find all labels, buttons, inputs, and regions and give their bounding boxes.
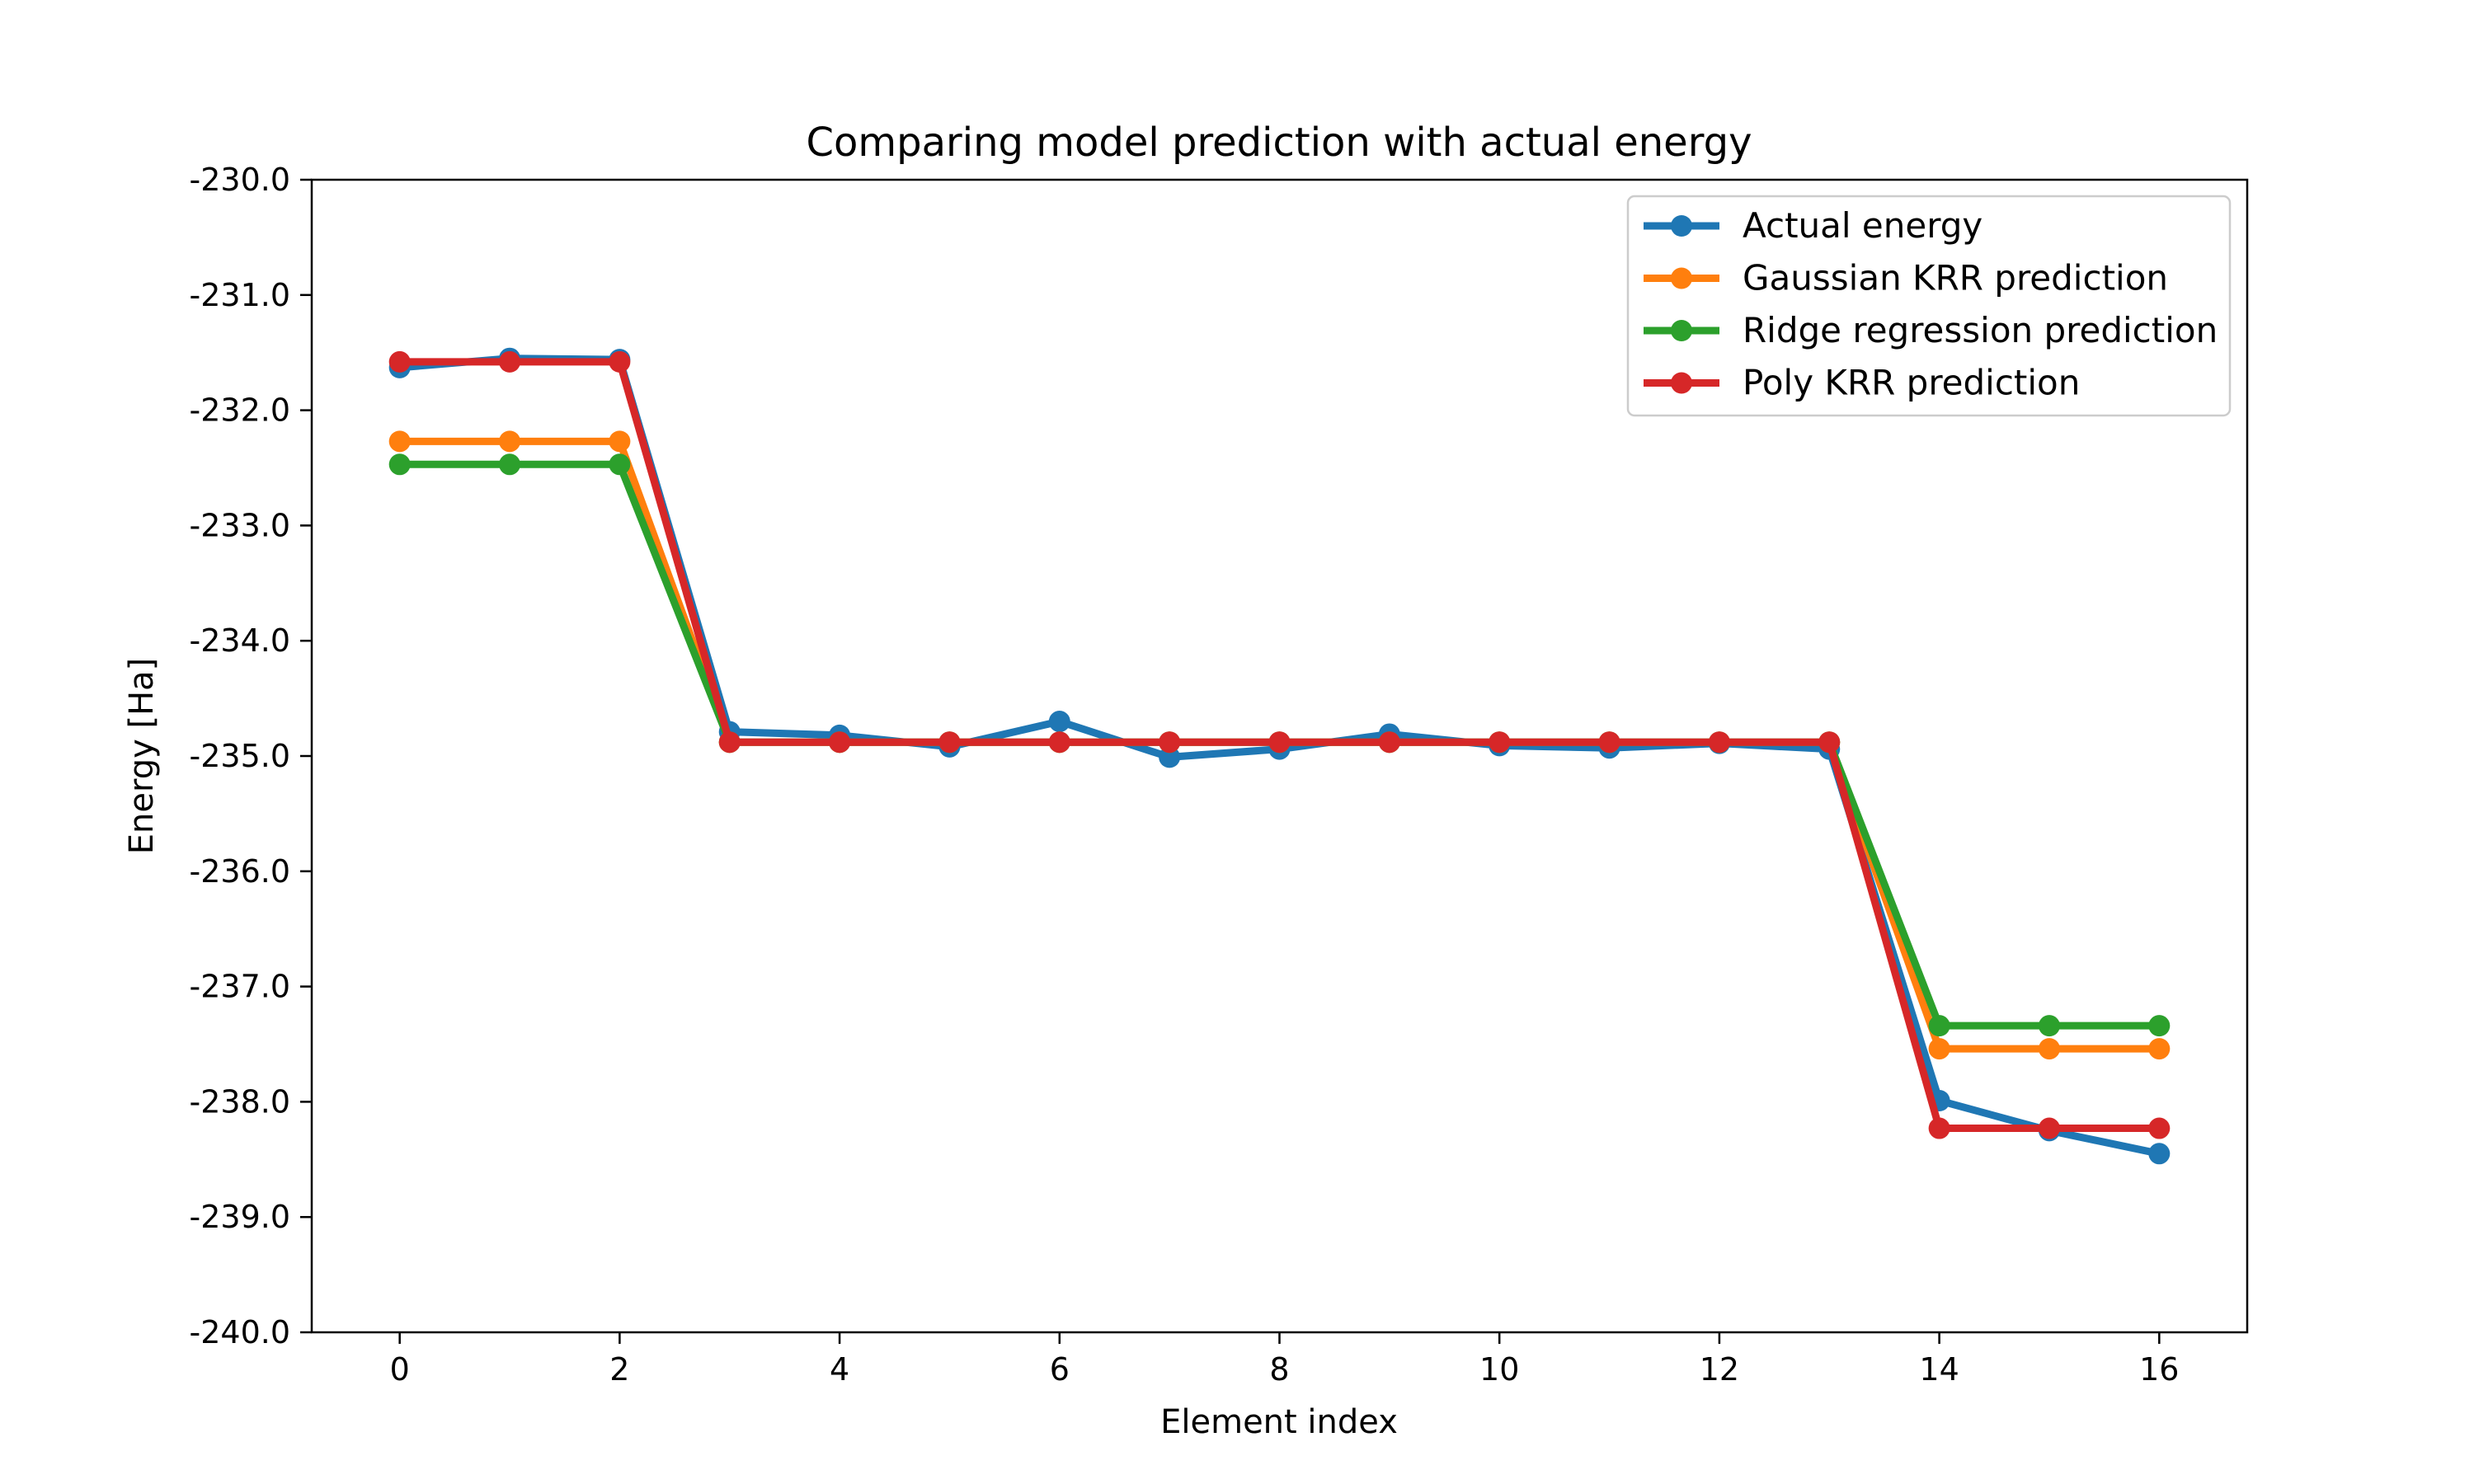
legend-item-actual-energy: Actual energy bbox=[1644, 205, 1982, 246]
data-point-poly-krr-prediction bbox=[1489, 731, 1511, 754]
data-point-poly-krr-prediction bbox=[1708, 731, 1730, 754]
data-point-poly-krr-prediction bbox=[1378, 731, 1400, 754]
y-tick-label: -236.0 bbox=[190, 853, 291, 890]
data-point-gaussian-krr-prediction bbox=[388, 430, 411, 453]
data-point-poly-krr-prediction bbox=[1159, 731, 1181, 754]
legend-swatch-marker bbox=[1671, 267, 1692, 289]
series-group bbox=[388, 347, 2171, 1165]
y-tick-label: -237.0 bbox=[190, 969, 291, 1005]
legend-label: Gaussian KRR prediction bbox=[1743, 258, 2168, 298]
y-tick-label: -240.0 bbox=[190, 1314, 291, 1350]
data-point-ridge-regression-prediction bbox=[388, 453, 411, 476]
data-point-poly-krr-prediction bbox=[609, 350, 631, 373]
data-point-poly-krr-prediction bbox=[938, 731, 961, 754]
y-tick-label: -235.0 bbox=[190, 738, 291, 774]
data-point-poly-krr-prediction bbox=[2148, 1117, 2171, 1139]
data-point-poly-krr-prediction bbox=[2038, 1117, 2060, 1139]
data-point-poly-krr-prediction bbox=[829, 731, 851, 754]
data-point-poly-krr-prediction bbox=[1048, 731, 1070, 754]
legend-swatch-marker bbox=[1671, 215, 1692, 237]
y-tick-label: -234.0 bbox=[190, 622, 291, 659]
data-point-ridge-regression-prediction bbox=[2148, 1015, 2171, 1037]
y-tick-label: -238.0 bbox=[190, 1083, 291, 1120]
x-tick-label: 6 bbox=[1050, 1351, 1070, 1388]
data-point-poly-krr-prediction bbox=[718, 731, 741, 754]
data-point-poly-krr-prediction bbox=[388, 350, 411, 373]
data-point-gaussian-krr-prediction bbox=[2038, 1038, 2060, 1060]
data-point-gaussian-krr-prediction bbox=[609, 430, 631, 453]
x-tick-label: 14 bbox=[1919, 1351, 1959, 1388]
legend-swatch-marker bbox=[1671, 320, 1692, 341]
legend: Actual energy Gaussian KRR prediction Ridg… bbox=[1626, 195, 2232, 417]
y-tick-label: -232.0 bbox=[190, 392, 291, 429]
x-tick-label: 10 bbox=[1479, 1351, 1519, 1388]
data-point-poly-krr-prediction bbox=[1818, 731, 1841, 754]
data-point-actual-energy bbox=[1159, 746, 1181, 768]
y-axis: -230.0 -231.0 -232.0 -233.0 -234.0 -235.0 -236… bbox=[190, 162, 312, 1350]
legend-item-poly-krr-prediction: Poly KRR prediction bbox=[1644, 363, 2080, 403]
x-tick-label: 2 bbox=[609, 1351, 629, 1388]
legend-label: Actual energy bbox=[1743, 205, 1982, 246]
legend-label: Poly KRR prediction bbox=[1743, 363, 2080, 403]
legend-box bbox=[1626, 195, 2232, 417]
x-tick-label: 4 bbox=[830, 1351, 849, 1388]
series-poly-krr-prediction bbox=[388, 350, 2171, 1139]
data-point-ridge-regression-prediction bbox=[1928, 1015, 1950, 1037]
data-point-gaussian-krr-prediction bbox=[1928, 1038, 1950, 1060]
y-tick-label: -233.0 bbox=[190, 507, 291, 543]
y-tick-label: -230.0 bbox=[190, 162, 291, 198]
x-axis-label: Element index bbox=[1160, 1403, 1398, 1441]
legend-item-gaussian-krr-prediction: Gaussian KRR prediction bbox=[1644, 258, 2168, 298]
x-axis: 0 2 4 6 8 10 12 14 16 bbox=[390, 1332, 2179, 1388]
data-point-poly-krr-prediction bbox=[1928, 1117, 1950, 1139]
x-tick-label: 0 bbox=[390, 1351, 410, 1388]
data-point-gaussian-krr-prediction bbox=[499, 430, 521, 453]
x-tick-label: 12 bbox=[1700, 1351, 1739, 1388]
data-point-poly-krr-prediction bbox=[1598, 731, 1620, 754]
legend-item-ridge-regression-prediction: Ridge regression prediction bbox=[1644, 310, 2218, 350]
data-point-ridge-regression-prediction bbox=[499, 453, 521, 476]
data-point-poly-krr-prediction bbox=[1268, 731, 1291, 754]
data-point-ridge-regression-prediction bbox=[609, 453, 631, 476]
data-point-actual-energy bbox=[1048, 711, 1070, 733]
x-tick-label: 16 bbox=[2139, 1351, 2179, 1388]
data-point-actual-energy bbox=[2148, 1143, 2171, 1165]
y-tick-label: -239.0 bbox=[190, 1199, 291, 1235]
y-tick-label: -231.0 bbox=[190, 277, 291, 313]
data-point-ridge-regression-prediction bbox=[2038, 1015, 2060, 1037]
x-tick-label: 8 bbox=[1269, 1351, 1289, 1388]
data-point-gaussian-krr-prediction bbox=[2148, 1038, 2171, 1060]
legend-swatch-marker bbox=[1671, 372, 1692, 394]
chart-title: Comparing model prediction with actual e… bbox=[807, 120, 1752, 166]
y-axis-label: Energy [Ha] bbox=[123, 658, 161, 855]
data-point-poly-krr-prediction bbox=[499, 350, 521, 373]
legend-label: Ridge regression prediction bbox=[1743, 310, 2218, 350]
